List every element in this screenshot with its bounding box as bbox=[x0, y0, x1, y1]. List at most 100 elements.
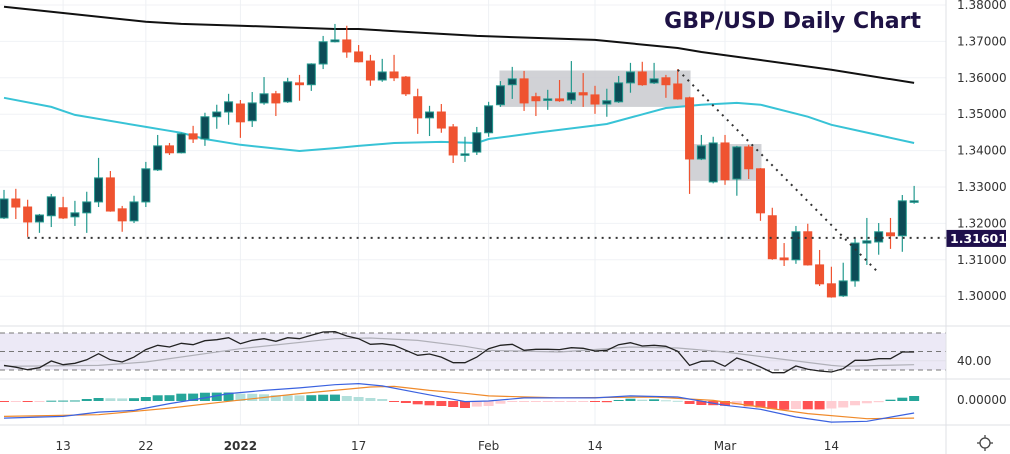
candle-body bbox=[673, 83, 683, 100]
candle-body bbox=[235, 103, 245, 123]
price-tick-label: 1.32000 bbox=[957, 216, 1007, 230]
macd-histogram-bar bbox=[329, 394, 340, 401]
candle bbox=[826, 266, 836, 298]
macd-histogram-bar bbox=[353, 397, 364, 401]
candle-body bbox=[34, 214, 44, 223]
gear-icon[interactable] bbox=[977, 435, 993, 451]
macd-histogram-bar bbox=[306, 395, 317, 401]
macd-signal-line bbox=[3, 385, 915, 420]
candle bbox=[673, 69, 683, 100]
candle-body bbox=[413, 96, 423, 119]
candle-body bbox=[153, 145, 163, 171]
macd-tick-label: 0.00000 bbox=[957, 393, 1007, 407]
candle bbox=[235, 100, 245, 138]
candle bbox=[176, 132, 186, 154]
macd-histogram-bar bbox=[412, 401, 423, 405]
candle bbox=[188, 125, 198, 143]
candle bbox=[767, 207, 777, 260]
candle bbox=[401, 75, 411, 96]
candle bbox=[578, 73, 588, 107]
candle-body bbox=[82, 201, 92, 214]
date-tick-label: 17 bbox=[351, 439, 366, 453]
macd-histogram-bar bbox=[471, 401, 482, 407]
candle-body bbox=[0, 198, 9, 219]
candle-body bbox=[507, 78, 517, 86]
macd-histogram-bar bbox=[861, 401, 872, 404]
macd-histogram-bar bbox=[672, 400, 683, 402]
chart-title: GBP/USD Daily Chart bbox=[664, 9, 921, 34]
candle bbox=[82, 191, 92, 233]
macd-histogram-bar bbox=[814, 401, 825, 410]
macd-histogram-bar bbox=[731, 401, 742, 405]
candle bbox=[472, 126, 482, 155]
candle bbox=[141, 161, 151, 208]
macd-histogram-bar bbox=[365, 398, 376, 401]
candle bbox=[0, 189, 9, 220]
macd-panel: 0.00000 bbox=[0, 382, 1007, 423]
candle bbox=[803, 223, 813, 266]
candle-body bbox=[838, 280, 848, 297]
macd-histogram-bar bbox=[495, 401, 506, 404]
candle-body bbox=[531, 96, 541, 102]
macd-histogram-bar bbox=[885, 399, 896, 401]
candle bbox=[555, 79, 565, 102]
macd-histogram-bar bbox=[164, 395, 175, 401]
date-tick-label: 13 bbox=[55, 439, 70, 453]
macd-histogram-bar bbox=[424, 401, 435, 406]
candle-body bbox=[909, 200, 919, 203]
candle bbox=[413, 88, 423, 134]
candle bbox=[862, 217, 872, 265]
macd-histogram-bar bbox=[247, 393, 258, 401]
candle bbox=[318, 35, 328, 70]
candle-body bbox=[472, 132, 482, 153]
candle-body bbox=[495, 85, 505, 106]
macd-histogram-bar bbox=[152, 395, 163, 401]
macd-histogram-bar bbox=[81, 399, 92, 401]
candle-body bbox=[519, 78, 529, 104]
candle bbox=[755, 168, 765, 221]
candle-body bbox=[874, 231, 884, 243]
candle bbox=[247, 91, 257, 127]
macd-histogram-bar bbox=[294, 395, 305, 401]
candle bbox=[838, 262, 848, 297]
candle bbox=[614, 75, 624, 103]
macd-histogram-bar bbox=[176, 393, 187, 401]
candle-body bbox=[744, 146, 754, 170]
date-tick-label: 14 bbox=[824, 439, 839, 453]
macd-histogram-bar bbox=[22, 401, 33, 402]
price-tick-label: 1.36000 bbox=[957, 71, 1007, 85]
macd-histogram-bar bbox=[211, 392, 222, 401]
candle bbox=[507, 66, 517, 99]
candle bbox=[377, 58, 387, 82]
candle-body bbox=[637, 71, 647, 86]
candle-body bbox=[590, 94, 600, 105]
macd-histogram-bar bbox=[637, 399, 648, 401]
ma-long-line bbox=[3, 5, 915, 84]
candle bbox=[566, 61, 576, 105]
candle bbox=[744, 144, 754, 179]
candle-body bbox=[484, 105, 494, 134]
date-tick-label: Mar bbox=[714, 439, 737, 453]
candle bbox=[531, 92, 541, 117]
support-level-badge bbox=[946, 229, 1006, 247]
candle-body bbox=[318, 41, 328, 65]
candle-body bbox=[897, 200, 907, 237]
candle bbox=[70, 200, 80, 226]
candle-body bbox=[767, 215, 777, 260]
candle bbox=[708, 136, 718, 184]
candle-body bbox=[354, 51, 364, 63]
rsi-line bbox=[3, 331, 915, 374]
macd-histogram-bar bbox=[10, 401, 21, 402]
macd-histogram-bar bbox=[270, 395, 281, 401]
macd-histogram-bar bbox=[459, 401, 470, 408]
macd-histogram-bar bbox=[400, 401, 411, 403]
candle-body bbox=[732, 146, 742, 180]
candle-body bbox=[141, 168, 151, 203]
candle-body bbox=[117, 208, 127, 222]
macd-histogram-bar bbox=[578, 401, 589, 402]
price-tick-label: 1.31000 bbox=[957, 253, 1007, 267]
candle bbox=[909, 185, 919, 204]
candle-body bbox=[543, 98, 553, 101]
